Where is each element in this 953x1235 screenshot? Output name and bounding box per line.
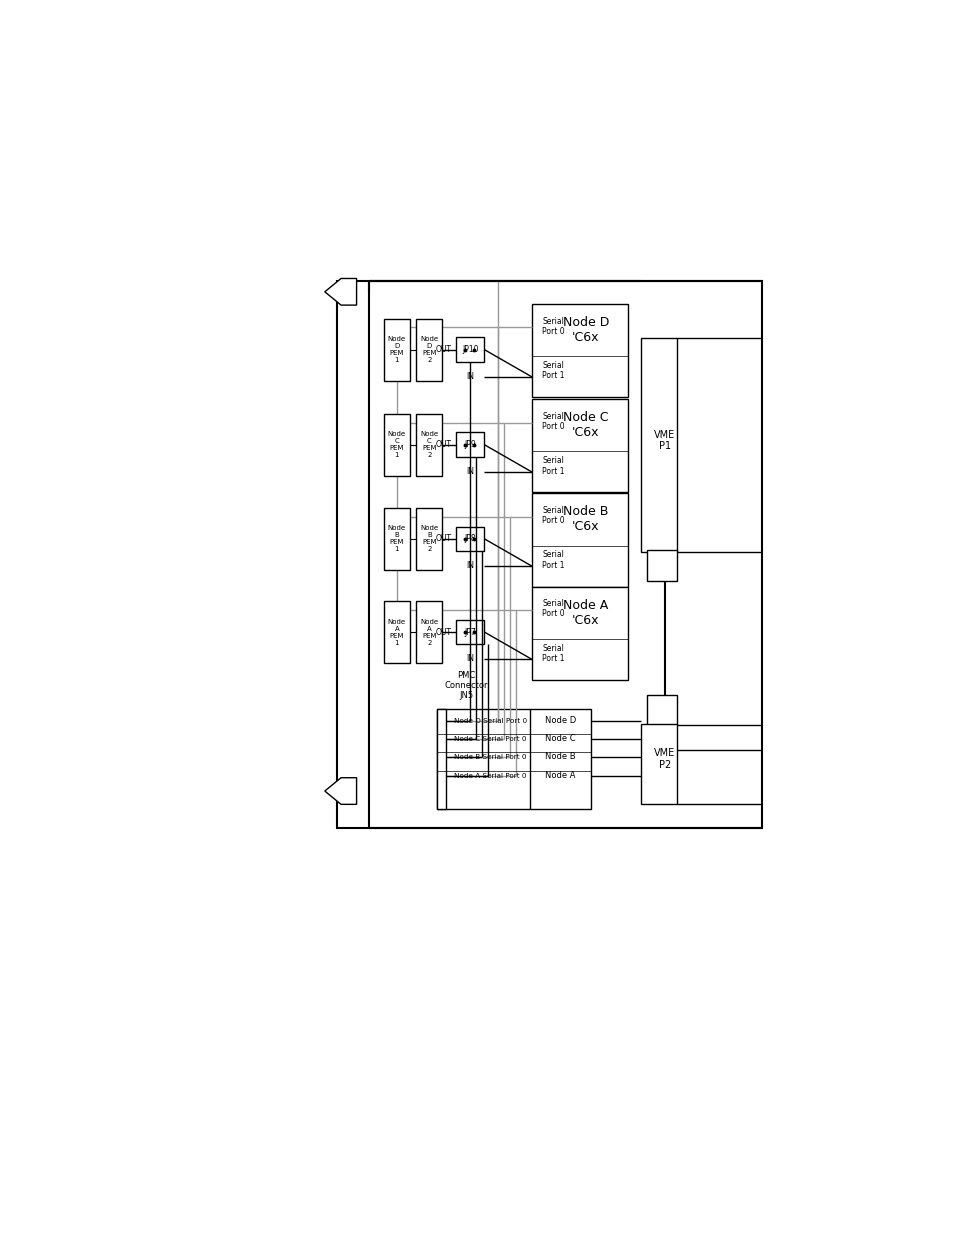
Text: Serial
Port 1: Serial Port 1 [541, 643, 564, 663]
Text: OUT: OUT [436, 627, 452, 636]
Bar [535, 404, 631, 498]
Text: Node D: Node D [544, 716, 576, 725]
Text: JP9: JP9 [464, 440, 476, 450]
Text: Node A Serial Port 0: Node A Serial Port 0 [454, 773, 526, 779]
Text: PMC
Connector
JN5: PMC Connector JN5 [444, 671, 488, 700]
Text: Node B: Node B [544, 752, 575, 761]
Text: Node C Serial Port 0: Node C Serial Port 0 [454, 736, 526, 742]
Text: Serial
Port 0: Serial Port 0 [541, 506, 564, 525]
Bar [436, 709, 590, 809]
Bar [531, 304, 627, 398]
Text: OUT: OUT [436, 535, 452, 543]
Text: VME
P2: VME P2 [654, 748, 675, 769]
Text: Node B Serial Port 0: Node B Serial Port 0 [454, 753, 526, 760]
Bar [640, 338, 676, 552]
Text: JP8: JP8 [464, 535, 476, 543]
Text: Serial
Port 0: Serial Port 0 [541, 411, 564, 431]
Bar [383, 414, 410, 475]
Text: Node
A
PEM
2: Node A PEM 2 [420, 619, 438, 646]
Bar [456, 337, 484, 362]
Text: Node B
'C6x: Node B 'C6x [562, 505, 608, 534]
Bar [416, 414, 442, 475]
Bar [383, 508, 410, 569]
Bar [456, 620, 484, 645]
Text: Node
C
PEM
2: Node C PEM 2 [420, 431, 438, 458]
Bar [416, 319, 442, 380]
Text: Node
D
PEM
1: Node D PEM 1 [388, 336, 406, 363]
Bar [535, 498, 631, 592]
Text: Serial
Port 0: Serial Port 0 [541, 599, 564, 619]
Bar [646, 551, 676, 580]
Text: Serial
Port 0: Serial Port 0 [541, 316, 564, 336]
Text: Node C: Node C [544, 735, 575, 743]
Text: Node
D
PEM
2: Node D PEM 2 [420, 336, 438, 363]
Text: OUT: OUT [436, 440, 452, 450]
Text: VME
P1: VME P1 [654, 430, 675, 452]
Text: Node A
'C6x: Node A 'C6x [562, 599, 608, 626]
Text: Node C
'C6x: Node C 'C6x [562, 411, 608, 440]
Text: JP7: JP7 [464, 627, 476, 636]
Polygon shape [324, 778, 356, 804]
Bar [337, 282, 761, 829]
Bar [640, 724, 676, 804]
Text: IN: IN [466, 467, 474, 475]
Bar [531, 587, 627, 679]
Bar [416, 601, 442, 663]
Bar [383, 601, 410, 663]
Text: Node D Serial Port 0: Node D Serial Port 0 [453, 718, 526, 724]
Text: Serial
Port 1: Serial Port 1 [541, 456, 564, 475]
Text: Node D
'C6x: Node D 'C6x [562, 316, 608, 345]
Text: Node
A
PEM
1: Node A PEM 1 [388, 619, 406, 646]
Bar [456, 432, 484, 457]
Text: Node
C
PEM
1: Node C PEM 1 [388, 431, 406, 458]
Bar [456, 526, 484, 551]
Bar [646, 695, 676, 725]
Bar [535, 592, 631, 684]
Bar [383, 319, 410, 380]
Bar [531, 399, 627, 493]
Text: Serial
Port 1: Serial Port 1 [541, 551, 564, 569]
Bar [535, 309, 631, 403]
Text: IN: IN [466, 655, 474, 663]
Text: Node A: Node A [544, 772, 575, 781]
Text: Serial
Port 1: Serial Port 1 [541, 361, 564, 380]
Text: Node
B
PEM
2: Node B PEM 2 [420, 525, 438, 552]
Text: Node
B
PEM
1: Node B PEM 1 [388, 525, 406, 552]
Polygon shape [324, 278, 356, 305]
Text: IN: IN [466, 561, 474, 569]
Text: OUT: OUT [436, 345, 452, 354]
Text: IN: IN [466, 372, 474, 380]
Text: JP10: JP10 [461, 345, 478, 354]
Bar [531, 494, 627, 587]
Bar [436, 709, 446, 809]
Bar [416, 508, 442, 569]
